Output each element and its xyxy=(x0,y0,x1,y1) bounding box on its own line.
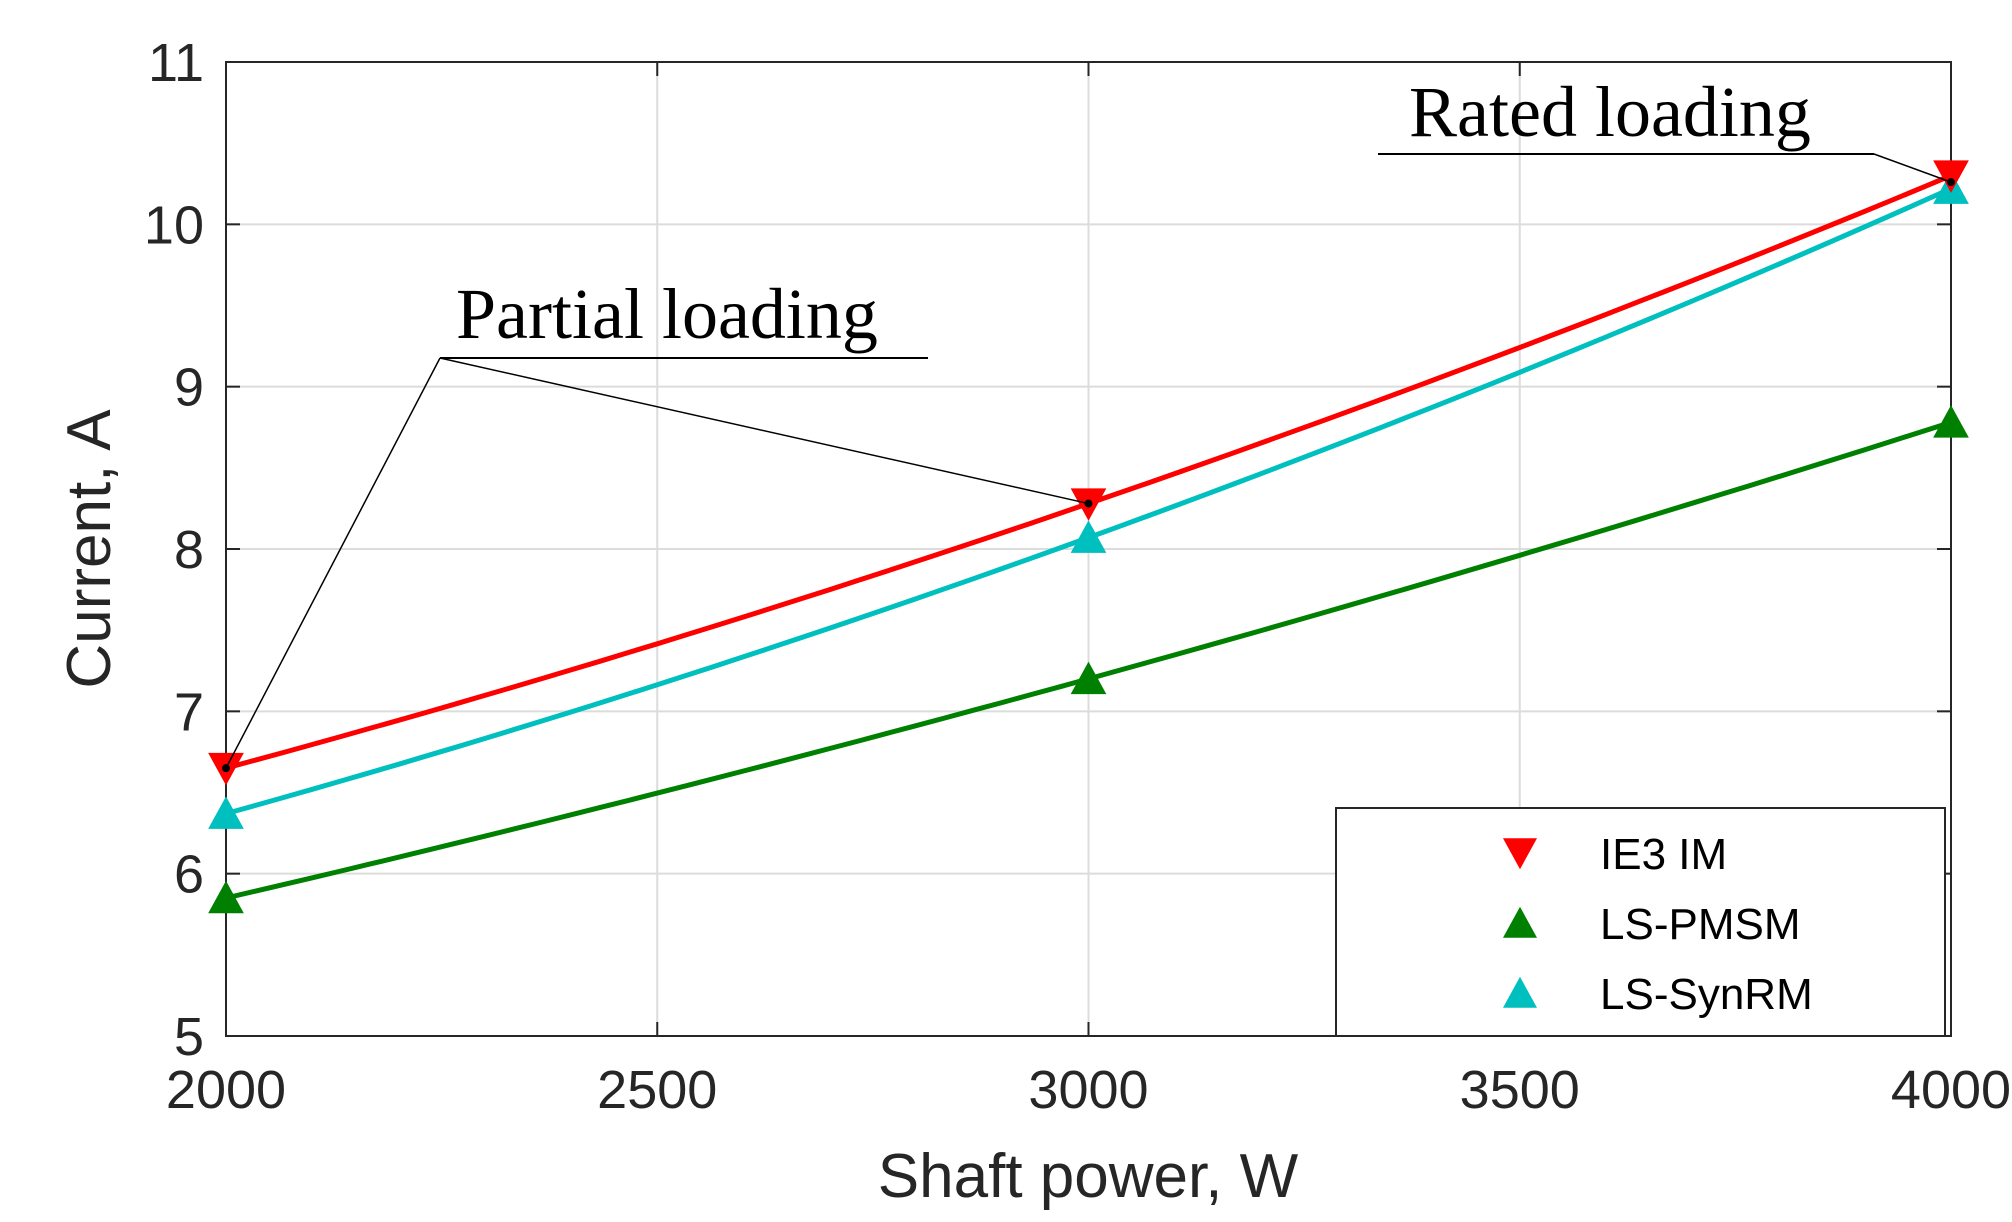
x-tick-label: 3500 xyxy=(1460,1060,1580,1120)
data-point-ls-synrm xyxy=(208,796,244,829)
y-tick-label: 10 xyxy=(144,195,204,255)
x-tick-label: 3000 xyxy=(1028,1060,1148,1120)
x-tick-label: 2500 xyxy=(597,1060,717,1120)
legend-label-ls-pmsm: LS-PMSM xyxy=(1600,900,1800,949)
x-axis-title: Shaft power, W xyxy=(878,1142,1299,1211)
annotation-leader xyxy=(225,357,441,769)
legend-marker-ie3-im xyxy=(1503,838,1537,870)
annotation-partial-loading: Partial loading xyxy=(456,274,878,354)
y-tick-label: 8 xyxy=(174,520,204,580)
data-point-ls-pmsm xyxy=(208,880,244,914)
annotation-leader xyxy=(1873,153,1952,183)
legend-marker-ls-synrm xyxy=(1503,976,1537,1008)
annotation-rated-loading: Rated loading xyxy=(1409,72,1811,152)
axis-ticks: 2000 2500 3000 3500 4000 5 6 7 8 9 10 11 xyxy=(144,33,2011,1120)
y-tick-label: 9 xyxy=(174,358,204,418)
y-tick-label: 11 xyxy=(148,33,204,93)
y-tick-label: 5 xyxy=(174,1007,204,1067)
y-axis-title: Current, A xyxy=(55,409,124,689)
legend: IE3 IM LS-PMSM LS-SynRM xyxy=(1335,807,1946,1037)
annotations: Partial loading Rated loading xyxy=(222,72,1955,773)
series-ls-synrm xyxy=(208,171,1969,829)
legend-label-ie3-im: IE3 IM xyxy=(1600,830,1727,879)
annotation-point xyxy=(1947,178,1955,187)
x-tick-label: 2000 xyxy=(166,1060,286,1120)
y-tick-label: 6 xyxy=(174,845,204,905)
legend-marker-ls-pmsm xyxy=(1503,906,1537,938)
x-tick-label: 4000 xyxy=(1891,1060,2011,1120)
series-ls-pmsm xyxy=(208,405,1969,914)
annotation-point xyxy=(222,764,230,773)
annotation-point xyxy=(1084,499,1093,508)
data-point-ls-pmsm xyxy=(1070,661,1107,695)
data-point-ie3-im xyxy=(1933,160,1969,193)
data-point-ls-synrm xyxy=(1070,520,1107,553)
annotation-leader xyxy=(439,357,1089,505)
legend-label-ls-synrm: LS-SynRM xyxy=(1600,970,1813,1019)
y-tick-label: 7 xyxy=(174,682,204,742)
legend-box xyxy=(1335,807,1946,1037)
data-point-ls-pmsm xyxy=(1933,405,1969,438)
